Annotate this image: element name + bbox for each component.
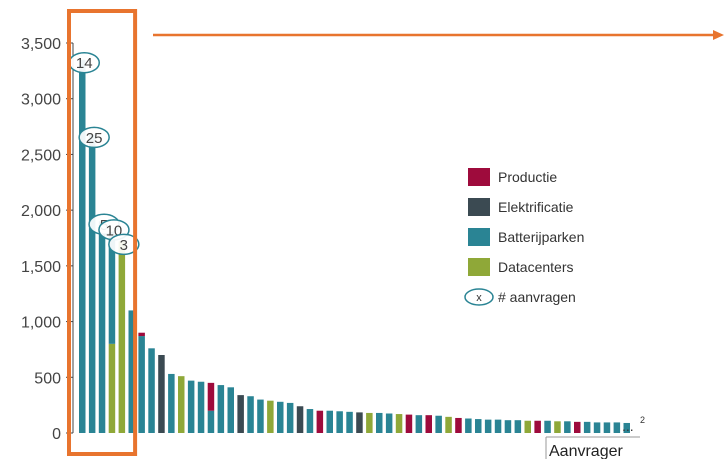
bar-segment-datacenters	[366, 412, 373, 433]
bar-segment-batterijparken	[207, 410, 215, 433]
legend-swatch-batterijparken	[468, 228, 490, 246]
request-count-label: 3	[120, 237, 128, 254]
request-count-bubble	[78, 126, 110, 149]
bar-segment-batterijparken	[197, 381, 205, 433]
bar-segment-batterijparken	[484, 419, 492, 433]
legend-swatch-elektrificatie	[468, 198, 490, 216]
bar-segment-batterijparken	[564, 421, 571, 433]
bar-segment-elektrificatie	[296, 406, 304, 433]
bar-segment-batterijparken	[148, 348, 155, 433]
bar-segment-batterijparken	[475, 419, 482, 433]
x-axis-label: Aanvrager	[549, 443, 623, 459]
bar-segment-batterijparken	[465, 418, 472, 433]
bar-segment-batterijparken	[623, 422, 630, 433]
legend-swatch-datacenters	[468, 258, 490, 276]
bar-segment-batterijparken	[286, 402, 294, 433]
bar-segment-batterijparken	[326, 410, 333, 433]
legend-swatch-productie	[468, 168, 490, 186]
bar-segment-batterijparken	[385, 413, 393, 433]
legend-label: Batterijparken	[498, 229, 584, 245]
bar-segment-batterijparken	[306, 409, 314, 433]
y-tick-label: 1,500	[21, 259, 61, 276]
bar-segment-batterijparken	[108, 226, 116, 344]
legend-label: Elektrificatie	[498, 199, 574, 215]
bars	[79, 59, 630, 433]
bar-segment-datacenters	[267, 400, 274, 433]
bar-segment-batterijparken	[128, 310, 135, 433]
bar-segment-datacenters	[524, 420, 531, 433]
y-tick-label: 1,000	[21, 315, 61, 332]
legend-bubble-icon	[464, 288, 494, 306]
bar-segment-batterijparken	[227, 387, 234, 433]
y-tick-label: 500	[34, 370, 61, 387]
bar-segment-batterijparken	[98, 221, 106, 433]
bar-segment-batterijparken	[603, 422, 611, 433]
footnote-mark: 2	[640, 415, 645, 425]
y-tick-label: 2,500	[21, 147, 61, 164]
bar-segment-productie	[574, 421, 581, 433]
request-count-label: 14	[76, 55, 93, 72]
request-count-bubbles: 14255103	[68, 51, 140, 256]
bar-segment-productie	[534, 420, 541, 433]
bar-segment-elektrificatie	[237, 395, 244, 433]
y-tick-label: 0	[52, 426, 61, 443]
bar-segment-productie	[455, 417, 462, 433]
bar-segment-batterijparken	[544, 420, 551, 433]
highlight-arrow-head	[713, 30, 724, 40]
x-axis: ... 2 Aanvrager	[545, 415, 645, 459]
bar-segment-datacenters	[108, 343, 116, 433]
request-count-label: 25	[86, 130, 103, 147]
bar-segment-batterijparken	[217, 385, 225, 433]
highlight-box	[67, 9, 138, 456]
bar-segment-batterijparken	[138, 336, 145, 433]
bar-segment-batterijparken	[583, 421, 591, 433]
bar-segment-batterijparken	[247, 396, 254, 433]
bar-segment-elektrificatie	[158, 355, 165, 433]
request-count-bubble	[108, 233, 140, 256]
legend-label: Productie	[498, 169, 557, 185]
bar-segment-productie	[316, 410, 324, 433]
legend-label: # aanvragen	[498, 289, 576, 305]
highlight-group	[67, 9, 724, 456]
y-tick-label: 3,500	[21, 36, 61, 53]
y-axis: 0 500 1,000 1,500 2,000 2,500 3,000 3,500	[21, 36, 74, 443]
bar-segment-datacenters	[395, 414, 403, 433]
bar-segment-batterijparken	[346, 411, 353, 433]
bar-segment-datacenters	[554, 421, 561, 433]
bar-segment-batterijparken	[168, 373, 175, 433]
bar-segment-batterijparken	[494, 419, 502, 433]
axis-ellipsis: ...	[622, 418, 634, 434]
bar-segment-batterijparken	[88, 134, 96, 433]
bar-segment-productie	[405, 414, 413, 433]
bar-segment-batterijparken	[504, 420, 512, 433]
bar-segment-productie	[138, 332, 145, 337]
legend-bubble-symbol: x	[476, 292, 482, 304]
bar-segment-productie	[425, 415, 432, 433]
legend-label: Datacenters	[498, 259, 573, 275]
bar-segment-batterijparken	[79, 59, 86, 433]
bar-segment-batterijparken	[257, 399, 264, 433]
y-tick-label: 3,000	[21, 92, 61, 109]
bar-segment-batterijparken	[593, 422, 601, 433]
bar-segment-batterijparken	[613, 422, 621, 433]
bar-segment-datacenters	[118, 241, 126, 433]
bar-segment-batterijparken	[415, 415, 423, 433]
bar-segment-batterijparken	[336, 411, 343, 433]
legend: Productie Elektrificatie Batterijparken Dat…	[464, 168, 584, 306]
bar-segment-datacenters	[178, 376, 185, 433]
bar-segment-batterijparken	[514, 420, 522, 433]
bar-segment-batterijparken	[435, 415, 442, 433]
bar-segment-batterijparken	[187, 380, 195, 433]
bar-segment-elektrificatie	[356, 412, 363, 433]
bar-segment-datacenters	[445, 416, 452, 433]
bar-segment-batterijparken	[376, 412, 383, 433]
bar-segment-productie	[207, 382, 215, 411]
bar-segment-batterijparken	[277, 401, 284, 433]
y-tick-label: 2,000	[21, 203, 61, 220]
